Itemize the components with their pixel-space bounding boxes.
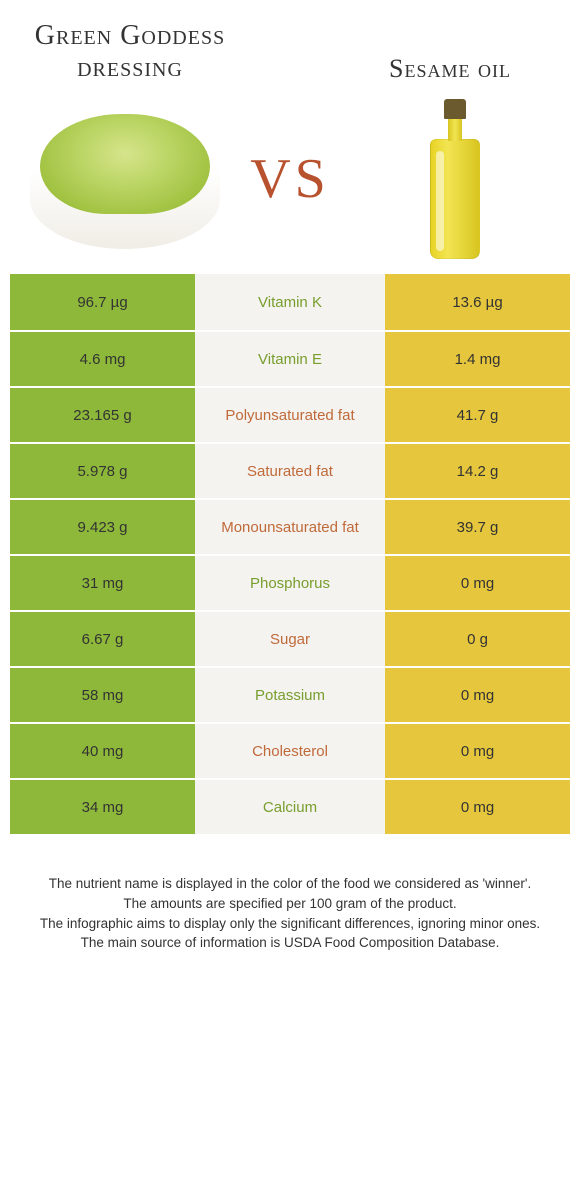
right-value-cell: 41.7 g bbox=[385, 388, 570, 442]
left-value-cell: 4.6 mg bbox=[10, 332, 195, 386]
left-value-cell: 5.978 g bbox=[10, 444, 195, 498]
right-value-cell: 39.7 g bbox=[385, 500, 570, 554]
footer-line: The main source of information is USDA F… bbox=[25, 933, 555, 953]
left-value-cell: 23.165 g bbox=[10, 388, 195, 442]
table-row: 96.7 µgVitamin K13.6 µg bbox=[10, 274, 570, 330]
table-row: 31 mgPhosphorus0 mg bbox=[10, 554, 570, 610]
oil-bottle-icon bbox=[420, 99, 490, 259]
images-row: VS bbox=[0, 94, 580, 274]
right-value-cell: 0 mg bbox=[385, 668, 570, 722]
left-value-cell: 40 mg bbox=[10, 724, 195, 778]
left-value-cell: 96.7 µg bbox=[10, 274, 195, 330]
table-row: 9.423 gMonounsaturated fat39.7 g bbox=[10, 498, 570, 554]
right-value-cell: 0 mg bbox=[385, 556, 570, 610]
nutrient-label-cell: Calcium bbox=[195, 780, 385, 834]
table-row: 23.165 gPolyunsaturated fat41.7 g bbox=[10, 386, 570, 442]
comparison-table: 96.7 µgVitamin K13.6 µg4.6 mgVitamin E1.… bbox=[10, 274, 570, 834]
right-value-cell: 0 g bbox=[385, 612, 570, 666]
left-value-cell: 58 mg bbox=[10, 668, 195, 722]
right-value-cell: 13.6 µg bbox=[385, 274, 570, 330]
right-food-title: Sesame oil bbox=[350, 54, 550, 84]
left-food-image bbox=[30, 104, 220, 254]
table-row: 40 mgCholesterol0 mg bbox=[10, 722, 570, 778]
nutrient-label-cell: Polyunsaturated fat bbox=[195, 388, 385, 442]
right-value-cell: 14.2 g bbox=[385, 444, 570, 498]
table-row: 4.6 mgVitamin E1.4 mg bbox=[10, 330, 570, 386]
header: Green Goddess dressing Sesame oil bbox=[0, 0, 580, 94]
table-row: 6.67 gSugar0 g bbox=[10, 610, 570, 666]
table-row: 58 mgPotassium0 mg bbox=[10, 666, 570, 722]
footer-line: The nutrient name is displayed in the co… bbox=[25, 874, 555, 894]
nutrient-label-cell: Vitamin E bbox=[195, 332, 385, 386]
right-value-cell: 0 mg bbox=[385, 724, 570, 778]
footer-line: The infographic aims to display only the… bbox=[25, 914, 555, 934]
nutrient-label-cell: Cholesterol bbox=[195, 724, 385, 778]
dressing-bowl-icon bbox=[30, 109, 220, 249]
nutrient-label-cell: Saturated fat bbox=[195, 444, 385, 498]
vs-label: VS bbox=[250, 147, 330, 211]
nutrient-label-cell: Potassium bbox=[195, 668, 385, 722]
right-value-cell: 1.4 mg bbox=[385, 332, 570, 386]
footer-line: The amounts are specified per 100 gram o… bbox=[25, 894, 555, 914]
left-value-cell: 9.423 g bbox=[10, 500, 195, 554]
nutrient-label-cell: Phosphorus bbox=[195, 556, 385, 610]
left-value-cell: 34 mg bbox=[10, 780, 195, 834]
left-value-cell: 6.67 g bbox=[10, 612, 195, 666]
left-food-title: Green Goddess dressing bbox=[30, 20, 230, 84]
left-value-cell: 31 mg bbox=[10, 556, 195, 610]
nutrient-label-cell: Sugar bbox=[195, 612, 385, 666]
table-row: 34 mgCalcium0 mg bbox=[10, 778, 570, 834]
table-row: 5.978 gSaturated fat14.2 g bbox=[10, 442, 570, 498]
right-value-cell: 0 mg bbox=[385, 780, 570, 834]
right-food-image bbox=[360, 104, 550, 254]
nutrient-label-cell: Vitamin K bbox=[195, 274, 385, 330]
footer-notes: The nutrient name is displayed in the co… bbox=[0, 834, 580, 952]
nutrient-label-cell: Monounsaturated fat bbox=[195, 500, 385, 554]
